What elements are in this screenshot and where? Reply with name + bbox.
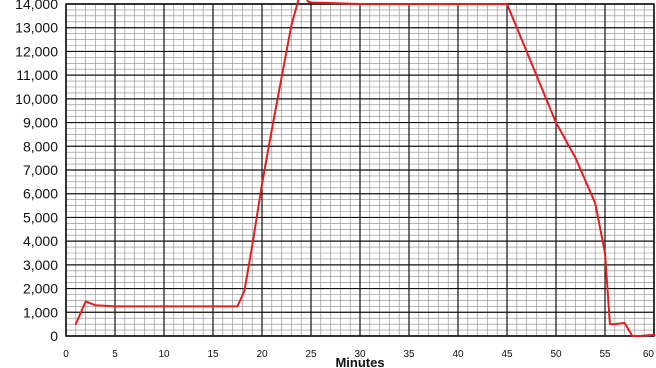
- y-axis-tick-labels: 0 1,000 2,000 3,000 4,000 5,000 6,000 7,000 8,00…: [15, 0, 58, 344]
- x-tick-label: 25: [305, 349, 317, 360]
- y-tick-label: 0: [50, 328, 58, 344]
- x-tick-label: 0: [63, 349, 69, 360]
- series-group: [74, 0, 655, 337]
- y-tick-label: 1,000: [23, 304, 58, 320]
- x-tick-label: 30: [354, 349, 366, 360]
- x-tick-label: 5: [112, 349, 118, 360]
- y-tick-label: 12,000: [15, 43, 58, 59]
- y-tick-label: 11,000: [16, 67, 58, 83]
- y-tick-label: 10,000: [15, 91, 58, 107]
- x-tick-label: 35: [403, 349, 415, 360]
- y-tick-label: 4,000: [23, 233, 58, 249]
- x-tick-label: 15: [207, 349, 219, 360]
- y-tick-label: 5,000: [23, 209, 58, 225]
- x-tick-label: 10: [158, 349, 170, 360]
- series-line: [74, 0, 655, 337]
- x-tick-label: 50: [550, 349, 562, 360]
- x-tick-label: 45: [501, 349, 513, 360]
- y-tick-label: 14,000: [15, 0, 58, 12]
- x-tick-label: 20: [256, 349, 268, 360]
- y-tick-label: 7,000: [23, 162, 58, 178]
- x-tick-label: 40: [452, 349, 464, 360]
- x-axis-title: Minutes: [335, 355, 384, 368]
- y-tick-label: 13,000: [15, 20, 58, 36]
- x-axis-tick-labels: 0 5 10 15 20 25 30 35 40 45 50 55 60: [63, 349, 654, 360]
- x-tick-label: 55: [599, 349, 611, 360]
- y-tick-label: 3,000: [23, 257, 58, 273]
- x-tick-label: 60: [643, 349, 655, 360]
- y-tick-label: 2,000: [23, 281, 58, 297]
- y-tick-label: 8,000: [23, 138, 58, 154]
- y-tick-label: 6,000: [23, 186, 58, 202]
- major-gridlines: [65, 3, 655, 337]
- y-tick-label: 9,000: [23, 115, 58, 131]
